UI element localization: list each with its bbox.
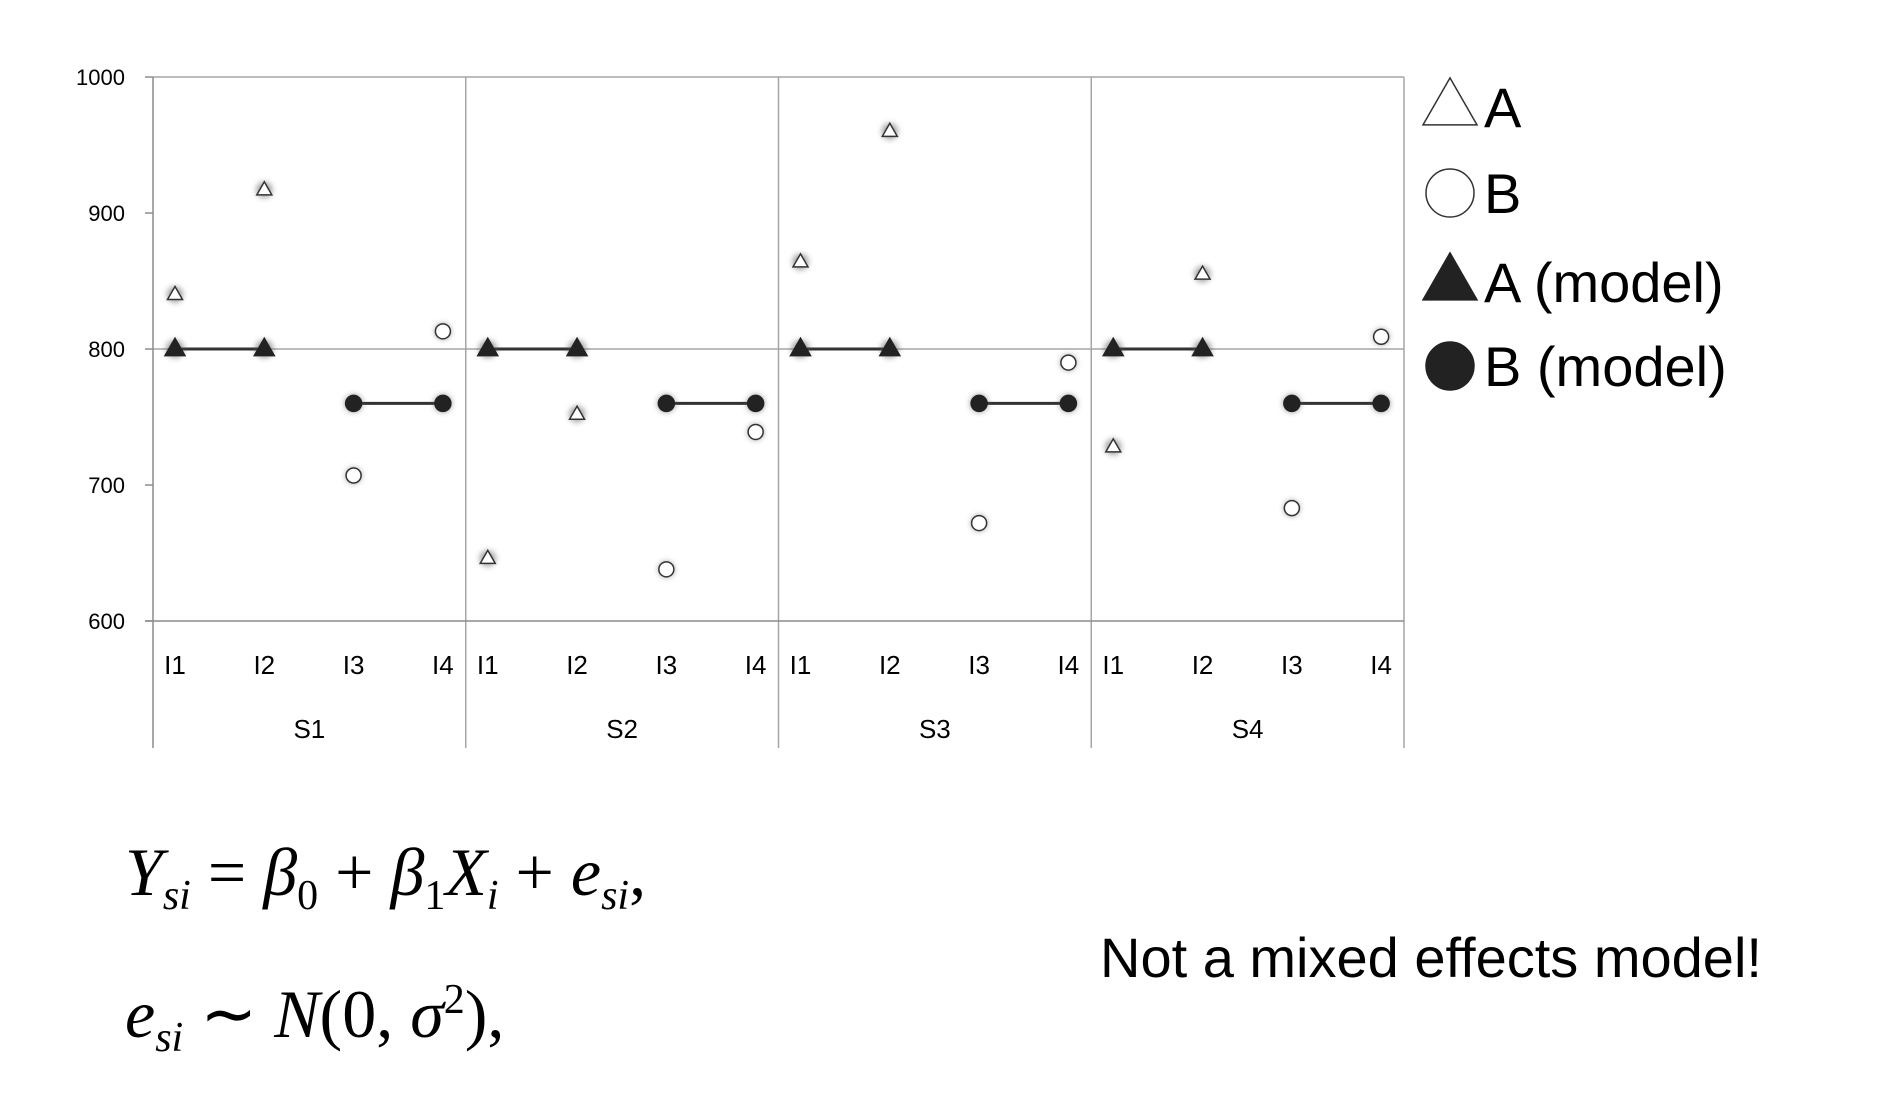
- b-model-point: [1283, 394, 1301, 413]
- a-point: [1104, 437, 1123, 453]
- x-item-label: I1: [790, 650, 812, 680]
- a-point: [255, 180, 274, 196]
- y-tick-label: 700: [88, 473, 125, 498]
- x-item-label: I3: [656, 650, 678, 680]
- x-item-label: I4: [432, 650, 454, 680]
- a-model-point: [476, 336, 500, 357]
- b-model-point: [657, 394, 676, 413]
- x-item-label: I1: [1102, 650, 1124, 680]
- y-tick-label: 600: [88, 609, 125, 634]
- a-point: [478, 548, 497, 565]
- y-tick-label: 900: [88, 201, 125, 226]
- b-point: [1283, 499, 1301, 517]
- a-point: [568, 404, 586, 420]
- b-model-point: [970, 394, 988, 413]
- legend-label: A (model): [1484, 251, 1724, 314]
- formula-line-1: Ysi = β0 + β1Xi + esi,: [125, 834, 647, 919]
- a-model-point: [565, 336, 589, 357]
- x-item-label: I3: [343, 650, 365, 680]
- x-item-label: I2: [566, 650, 588, 680]
- b-point: [1372, 328, 1390, 346]
- data-marks: [163, 121, 1391, 578]
- legend-a-icon: [1421, 76, 1479, 126]
- x-item-label: I2: [253, 650, 275, 680]
- a-point: [166, 285, 184, 301]
- legend-label: B: [1484, 162, 1521, 225]
- y-tick-label: 800: [88, 337, 125, 362]
- a-model-point: [1191, 336, 1214, 357]
- x-item-label: I2: [879, 650, 901, 680]
- b-model-point: [746, 394, 765, 413]
- a-model-point: [878, 336, 902, 357]
- y-tick-label: 1000: [76, 65, 125, 90]
- x-item-label: I1: [477, 650, 499, 680]
- b-model-point: [1372, 394, 1390, 413]
- model-formula: Ysi = β0 + β1Xi + esi, esi ∼ N(0, σ2),: [125, 820, 646, 1090]
- b-point: [434, 323, 452, 340]
- legend-b-model-icon: [1425, 341, 1475, 391]
- x-item-label: I3: [1281, 650, 1303, 680]
- b-point: [747, 423, 764, 441]
- formula-line-2: esi ∼ N(0, σ2),: [125, 976, 505, 1061]
- x-group-label: S1: [293, 714, 325, 744]
- legend-a-model-icon: [1421, 251, 1479, 301]
- a-point: [1193, 264, 1212, 280]
- b-point: [658, 561, 675, 578]
- x-group-label: S2: [606, 714, 638, 744]
- legend-label: B (model): [1484, 335, 1727, 398]
- b-model-point: [344, 394, 363, 413]
- b-point: [1060, 354, 1077, 371]
- a-point: [791, 252, 810, 268]
- x-item-label: I4: [745, 650, 767, 680]
- x-item-label: I3: [968, 650, 990, 680]
- x-item-label: I4: [1370, 650, 1392, 680]
- model-lines: [175, 345, 1382, 408]
- a-model-point: [163, 336, 187, 357]
- b-point: [970, 514, 988, 532]
- y-axis: 600 700 800 900 1000: [76, 65, 154, 748]
- x-group-label: S4: [1232, 714, 1264, 744]
- x-group-label: S3: [919, 714, 951, 744]
- x-item-label: I1: [164, 650, 186, 680]
- gridlines: [153, 76, 1405, 748]
- legend-label: A: [1484, 76, 1522, 139]
- b-model-point: [1059, 394, 1078, 413]
- legend: AB A (model) B (model): [1421, 76, 1727, 398]
- b-model-point: [434, 394, 452, 413]
- x-axis: I1 I2 I3 I4 S1 I1 I2 I3 I4 S2 I1 I2 I3 I4 S3 I1 I2 I3 I4 S4: [145, 620, 1404, 744]
- x-item-label: I2: [1192, 650, 1214, 680]
- note-text: Not a mixed effects model!: [1100, 926, 1762, 989]
- a-model-point: [1101, 336, 1125, 357]
- a-point: [881, 121, 899, 138]
- a-model-point: [789, 336, 812, 357]
- x-item-label: I4: [1058, 650, 1080, 680]
- a-model-point: [253, 336, 276, 357]
- legend-b-icon: [1425, 168, 1475, 218]
- b-point: [345, 467, 362, 484]
